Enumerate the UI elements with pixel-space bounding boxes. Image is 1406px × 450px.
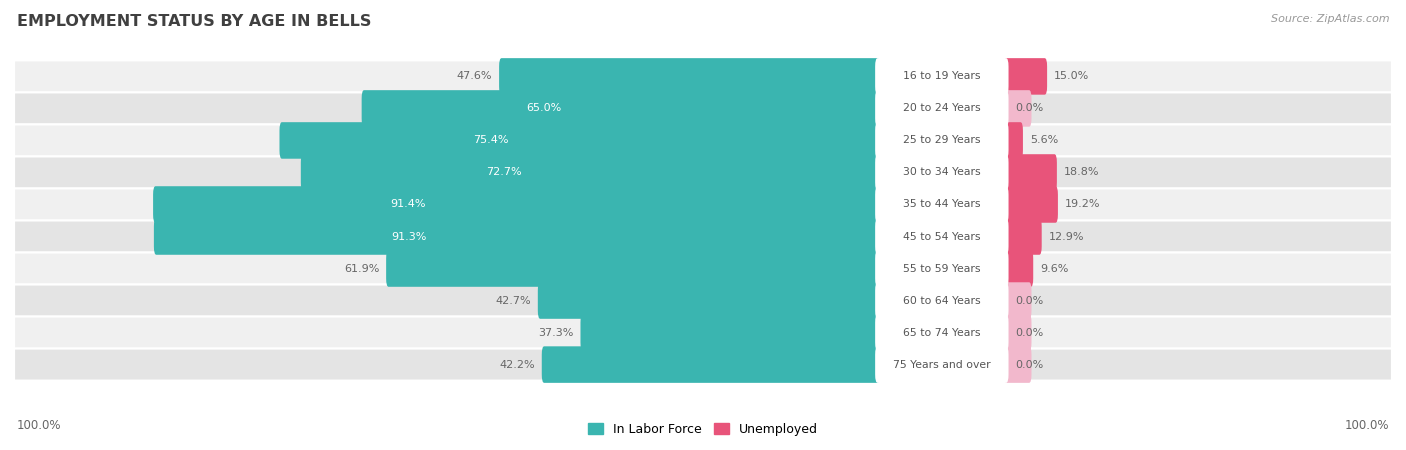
FancyBboxPatch shape [1004,282,1032,319]
Text: 0.0%: 0.0% [1015,328,1043,338]
FancyBboxPatch shape [499,58,880,94]
Text: 30 to 34 Years: 30 to 34 Years [903,167,980,177]
FancyBboxPatch shape [875,314,1008,351]
Text: 20 to 24 Years: 20 to 24 Years [903,104,980,113]
Text: EMPLOYMENT STATUS BY AGE IN BELLS: EMPLOYMENT STATUS BY AGE IN BELLS [17,14,371,28]
Text: 75 Years and over: 75 Years and over [893,360,991,369]
FancyBboxPatch shape [875,250,1008,287]
FancyBboxPatch shape [581,314,880,351]
Text: 55 to 59 Years: 55 to 59 Years [903,264,980,274]
Text: 0.0%: 0.0% [1015,104,1043,113]
Text: 100.0%: 100.0% [17,419,62,432]
Text: 12.9%: 12.9% [1049,231,1084,242]
Text: 61.9%: 61.9% [344,264,380,274]
FancyBboxPatch shape [875,122,1008,159]
FancyBboxPatch shape [14,157,1392,189]
Text: 91.3%: 91.3% [391,231,426,242]
FancyBboxPatch shape [361,90,880,127]
FancyBboxPatch shape [875,186,1008,223]
Text: 45 to 54 Years: 45 to 54 Years [903,231,980,242]
Text: 37.3%: 37.3% [538,328,574,338]
Text: 65 to 74 Years: 65 to 74 Years [903,328,980,338]
FancyBboxPatch shape [1004,250,1033,287]
FancyBboxPatch shape [875,282,1008,319]
FancyBboxPatch shape [1004,218,1042,255]
Text: 19.2%: 19.2% [1064,199,1101,210]
Text: 9.6%: 9.6% [1040,264,1069,274]
Text: 65.0%: 65.0% [526,104,561,113]
FancyBboxPatch shape [875,346,1008,383]
Text: 25 to 29 Years: 25 to 29 Years [903,135,980,145]
Text: 42.2%: 42.2% [499,360,534,369]
FancyBboxPatch shape [875,154,1008,191]
FancyBboxPatch shape [301,154,880,191]
FancyBboxPatch shape [1004,346,1032,383]
FancyBboxPatch shape [1004,186,1057,223]
FancyBboxPatch shape [153,186,880,223]
Text: 35 to 44 Years: 35 to 44 Years [903,199,980,210]
FancyBboxPatch shape [541,346,880,383]
FancyBboxPatch shape [1004,122,1024,159]
FancyBboxPatch shape [387,250,880,287]
FancyBboxPatch shape [14,316,1392,349]
FancyBboxPatch shape [1004,154,1057,191]
Text: 75.4%: 75.4% [472,135,508,145]
Legend: In Labor Force, Unemployed: In Labor Force, Unemployed [583,418,823,441]
Text: Source: ZipAtlas.com: Source: ZipAtlas.com [1271,14,1389,23]
Text: 0.0%: 0.0% [1015,296,1043,306]
FancyBboxPatch shape [875,58,1008,94]
FancyBboxPatch shape [538,282,880,319]
Text: 91.4%: 91.4% [391,199,426,210]
FancyBboxPatch shape [14,284,1392,316]
Text: 47.6%: 47.6% [457,72,492,81]
FancyBboxPatch shape [14,349,1392,381]
Text: 100.0%: 100.0% [1344,419,1389,432]
FancyBboxPatch shape [1004,58,1047,94]
Text: 60 to 64 Years: 60 to 64 Years [903,296,980,306]
Text: 16 to 19 Years: 16 to 19 Years [903,72,980,81]
Text: 5.6%: 5.6% [1029,135,1057,145]
FancyBboxPatch shape [14,189,1392,220]
FancyBboxPatch shape [14,92,1392,125]
FancyBboxPatch shape [153,218,880,255]
Text: 15.0%: 15.0% [1054,72,1090,81]
FancyBboxPatch shape [14,60,1392,92]
Text: 18.8%: 18.8% [1064,167,1099,177]
Text: 72.7%: 72.7% [486,167,522,177]
Text: 42.7%: 42.7% [495,296,531,306]
FancyBboxPatch shape [1004,314,1032,351]
FancyBboxPatch shape [14,125,1392,157]
FancyBboxPatch shape [875,90,1008,127]
FancyBboxPatch shape [875,218,1008,255]
FancyBboxPatch shape [280,122,880,159]
FancyBboxPatch shape [1004,90,1032,127]
FancyBboxPatch shape [14,252,1392,284]
Text: 0.0%: 0.0% [1015,360,1043,369]
FancyBboxPatch shape [14,220,1392,252]
